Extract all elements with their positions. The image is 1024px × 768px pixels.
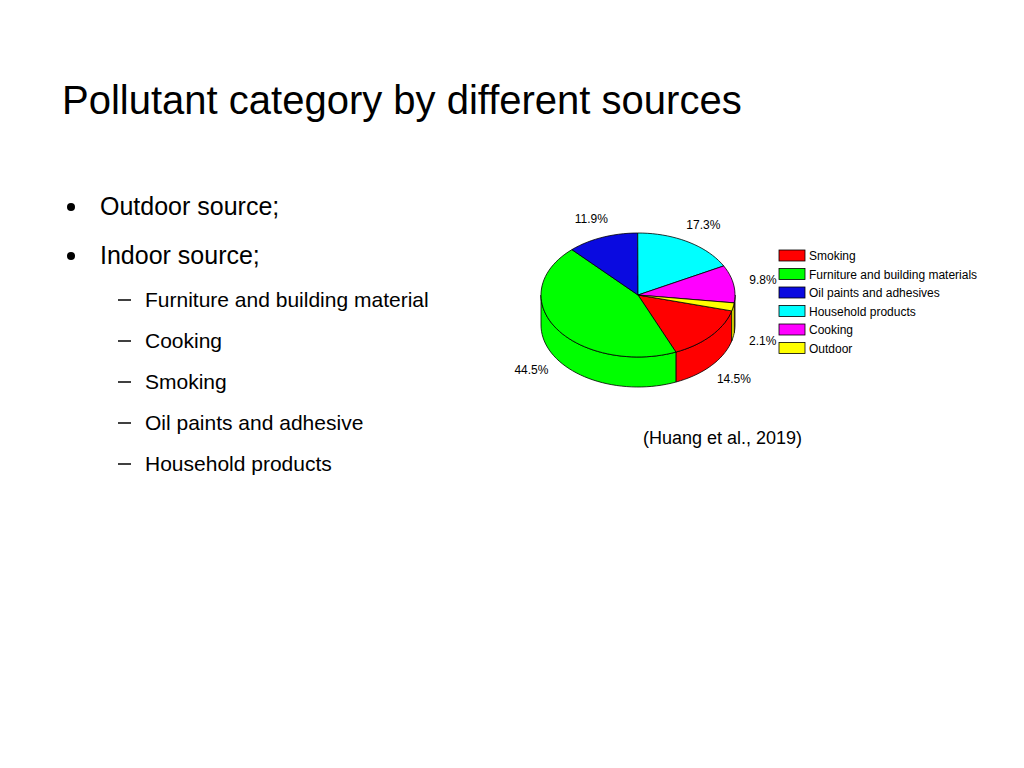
- sub-bullet-text: Cooking: [145, 329, 222, 352]
- data-label: 17.3%: [686, 218, 720, 232]
- data-label: 2.1%: [749, 334, 777, 348]
- legend-swatch: [779, 269, 805, 280]
- legend: Smoking Furniture and building materials O…: [779, 249, 977, 356]
- sub-bullet-dash: [118, 299, 131, 301]
- slide-title: Pollutant category by different sources: [62, 78, 742, 122]
- pie-slice: [572, 233, 638, 295]
- legend-label: Cooking: [809, 323, 853, 337]
- sub-bullet-dash: [118, 381, 131, 383]
- bullet-text: Indoor source;: [100, 241, 260, 269]
- legend-swatch: [779, 343, 805, 354]
- legend-swatch: [779, 250, 805, 261]
- source-citation: (Huang et al., 2019): [643, 428, 802, 448]
- slide: Pollutant category by different sources O…: [0, 0, 1024, 768]
- bullet-dot: [67, 203, 75, 211]
- sub-bullet-dash: [118, 422, 131, 424]
- pie-slice: [638, 295, 734, 311]
- sub-bullet-text: Household products: [145, 452, 332, 475]
- legend-swatch: [779, 324, 805, 335]
- sub-bullet-dash: [118, 463, 131, 465]
- legend-label: Smoking: [809, 249, 856, 263]
- data-label: 44.5%: [514, 363, 548, 377]
- pie-marks: [541, 233, 735, 387]
- sub-bullet-text: Furniture and building material: [145, 288, 429, 311]
- bullet-text: Outdoor source;: [100, 192, 279, 220]
- legend-label: Oil paints and adhesives: [809, 286, 940, 300]
- data-label: 14.5%: [717, 372, 751, 386]
- bullet-dot: [67, 252, 75, 260]
- legend-label: Outdoor: [809, 342, 852, 356]
- legend-swatch: [779, 306, 805, 317]
- sub-bullet-dash: [118, 340, 131, 342]
- legend-label: Furniture and building materials: [809, 268, 977, 282]
- data-label: 9.8%: [749, 273, 777, 287]
- legend-swatch: [779, 287, 805, 298]
- data-label: 11.9%: [575, 212, 608, 226]
- sub-bullet-text: Smoking: [145, 370, 227, 393]
- sub-bullet-text: Oil paints and adhesive: [145, 411, 363, 434]
- legend-label: Household products: [809, 305, 916, 319]
